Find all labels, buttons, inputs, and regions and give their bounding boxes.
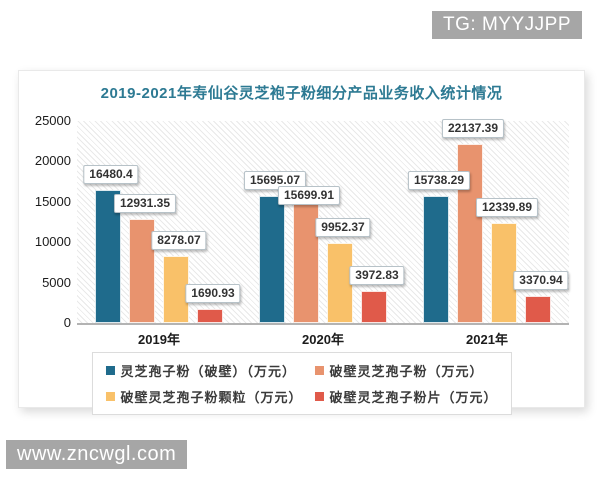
legend-label: 破壁灵芝孢子粉片（万元） <box>329 390 498 405</box>
legend-color-marker <box>314 366 324 375</box>
bar <box>293 196 319 323</box>
legend: 灵芝孢子粉（破壁）（万元） 破壁灵芝孢子粉（万元） 破壁灵芝孢子粉颗粒（万元） 破壁灵… <box>91 352 512 415</box>
y-axis-tick-label: 0 <box>63 315 71 330</box>
bar-value-label: 1690.93 <box>185 284 241 304</box>
x-axis-category-label: 2020年 <box>302 332 344 347</box>
bar-value-label: 15738.29 <box>407 170 471 190</box>
bar <box>361 290 387 323</box>
plot-area: 16480.4 12931.35 8278.07 1690.93 15695.07 156… <box>77 119 569 325</box>
bar-group: 15738.29 22137.39 12339.89 3370.94 <box>407 119 569 323</box>
bar-value-label: 3370.94 <box>513 270 569 290</box>
legend-item: 破壁灵芝孢子粉颗粒（万元） <box>105 387 302 406</box>
bar-group: 16480.4 12931.35 8278.07 1690.93 <box>83 121 241 323</box>
y-axis-tick-label: 15000 <box>34 193 71 209</box>
y-axis-tick-label: 25000 <box>34 113 71 128</box>
chart-card: 2019-2021年寿仙谷灵芝袍子粉细分产品业务收入统计情况 25000 2000… <box>18 70 585 415</box>
bar <box>197 309 223 323</box>
y-axis: 25000 20000 15000 10000 5000 0 <box>25 114 71 330</box>
bar-value-label: 8278.07 <box>151 231 207 251</box>
legend-item: 破壁灵芝孢子粉片（万元） <box>314 387 498 406</box>
chart-title: 2019-2021年寿仙谷灵芝袍子粉细分产品业务收入统计情况 <box>100 85 503 102</box>
x-axis: 2019年 2020年 2021年 <box>77 329 569 347</box>
bar-value-label: 3972.83 <box>349 265 405 285</box>
x-axis-category-label: 2021年 <box>466 332 508 347</box>
tg-watermark-text: TG: MYYJJPP <box>443 14 571 35</box>
bar-value-label: 12339.89 <box>475 198 539 218</box>
bar-value-label: 22137.39 <box>441 119 505 139</box>
bar-value-label: 15695.07 <box>243 171 307 191</box>
legend-label: 破壁灵芝孢子粉颗粒（万元） <box>120 390 303 405</box>
bar-group: 15695.07 15699.91 9952.37 3972.83 <box>243 121 405 323</box>
y-axis-tick-label: 10000 <box>34 234 71 250</box>
y-axis-tick-label: 5000 <box>42 274 71 290</box>
legend-label: 灵芝孢子粉（破壁）（万元） <box>120 364 296 379</box>
bar <box>129 218 155 323</box>
bar-value-label: 12931.35 <box>113 193 177 213</box>
website-watermark-text: www.zncwgl.com <box>17 443 177 465</box>
bar <box>163 256 189 323</box>
legend-label: 破壁灵芝孢子粉（万元） <box>329 364 484 379</box>
bar <box>423 195 449 323</box>
legend-item: 灵芝孢子粉（破壁）（万元） <box>105 361 302 380</box>
bar <box>457 144 483 323</box>
legend-color-marker <box>105 366 115 375</box>
bar-value-label: 9952.37 <box>315 217 371 237</box>
bar <box>259 196 285 323</box>
legend-item: 破壁灵芝孢子粉（万元） <box>314 361 498 380</box>
x-axis-category-label: 2019年 <box>138 332 180 347</box>
bar <box>491 223 517 323</box>
bar-value-label: 15699.91 <box>277 186 341 206</box>
bar <box>525 295 551 323</box>
bar-value-label: 16480.4 <box>83 164 139 184</box>
legend-color-marker <box>105 392 115 401</box>
tg-watermark-badge: TG: MYYJJPP <box>432 11 582 39</box>
website-watermark-badge: www.zncwgl.com <box>6 440 188 469</box>
y-axis-tick-label: 20000 <box>34 153 71 169</box>
legend-color-marker <box>314 392 324 401</box>
